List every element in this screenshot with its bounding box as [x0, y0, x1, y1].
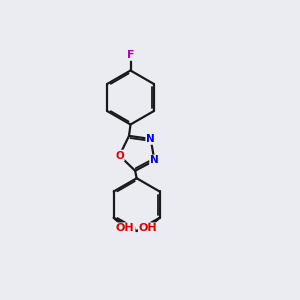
Text: OH: OH [116, 223, 134, 233]
Text: OH: OH [139, 223, 158, 233]
Text: F: F [127, 50, 134, 60]
Text: N: N [146, 134, 155, 144]
Text: N: N [150, 155, 159, 166]
Text: O: O [115, 151, 124, 160]
